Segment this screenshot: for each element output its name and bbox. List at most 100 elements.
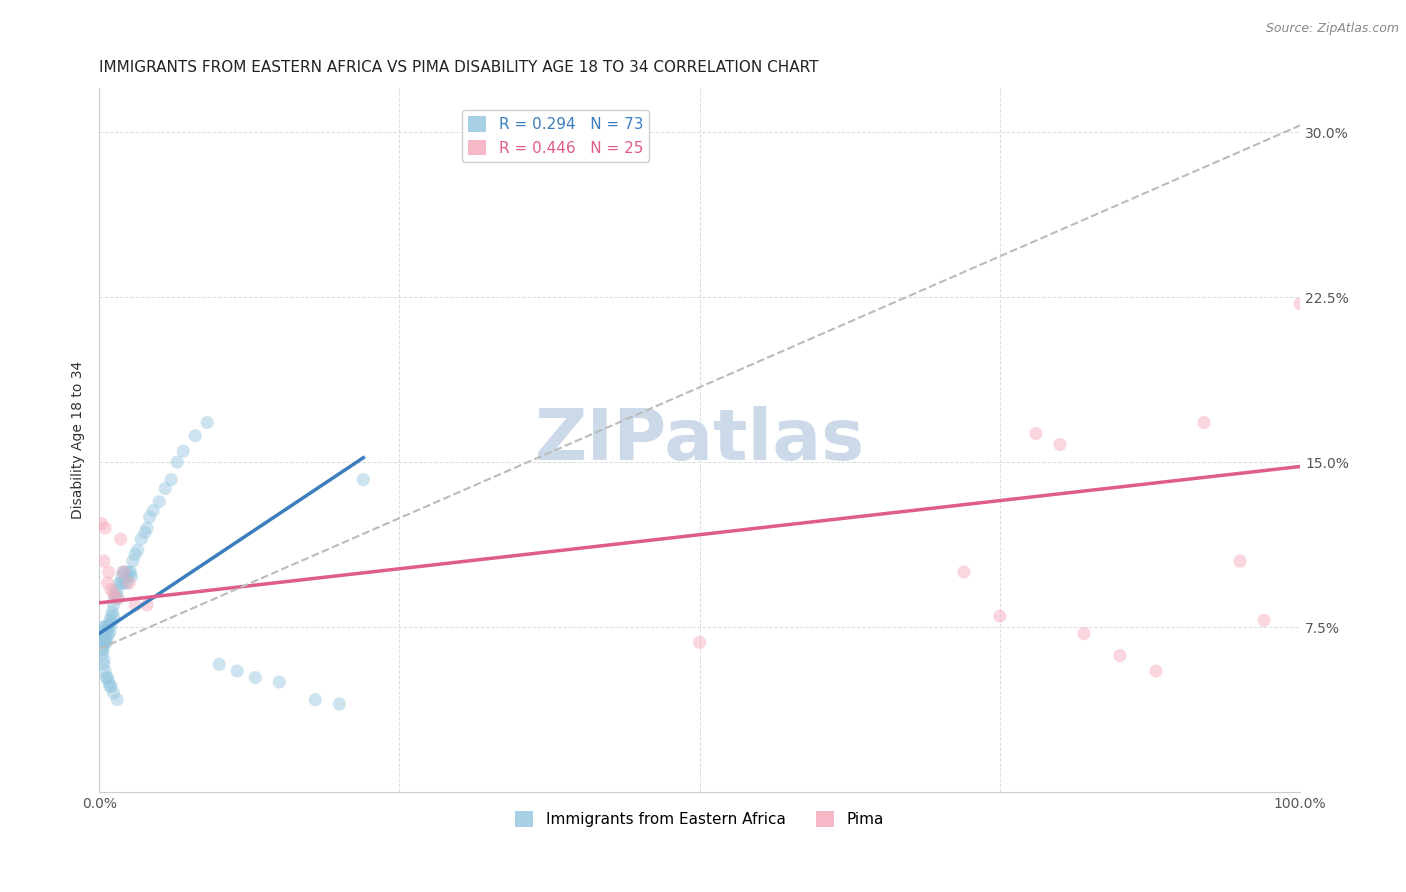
Point	[100, 680, 122, 694]
Point	[115, 576, 138, 591]
Point	[89, 624, 111, 639]
Point	[94, 620, 117, 634]
Point	[112, 576, 135, 591]
Point	[96, 620, 118, 634]
Point	[689, 635, 711, 649]
Point	[245, 671, 267, 685]
Point	[184, 428, 207, 442]
Point	[93, 554, 115, 568]
Point	[96, 635, 118, 649]
Point	[91, 626, 114, 640]
Point	[111, 569, 134, 583]
Point	[91, 620, 114, 634]
Text: IMMIGRANTS FROM EASTERN AFRICA VS PIMA DISABILITY AGE 18 TO 34 CORRELATION CHART: IMMIGRANTS FROM EASTERN AFRICA VS PIMA D…	[100, 60, 818, 75]
Point	[112, 565, 135, 579]
Point	[1025, 426, 1047, 441]
Point	[108, 576, 131, 591]
Point	[97, 626, 120, 640]
Point	[117, 569, 139, 583]
Point	[107, 591, 129, 606]
Point	[91, 642, 114, 657]
Point	[94, 521, 117, 535]
Point	[195, 416, 218, 430]
Point	[105, 692, 128, 706]
Point	[91, 647, 114, 661]
Point	[96, 671, 118, 685]
Point	[142, 503, 165, 517]
Point	[93, 657, 115, 672]
Point	[93, 635, 115, 649]
Point	[101, 605, 124, 619]
Point	[120, 565, 142, 579]
Point	[136, 521, 159, 535]
Point	[100, 582, 122, 597]
Point	[96, 576, 118, 591]
Point	[98, 680, 121, 694]
Legend: Immigrants from Eastern Africa, Pima: Immigrants from Eastern Africa, Pima	[509, 805, 890, 834]
Point	[304, 692, 326, 706]
Point	[90, 631, 112, 645]
Point	[114, 565, 136, 579]
Point	[129, 532, 152, 546]
Point	[112, 565, 135, 579]
Point	[352, 473, 374, 487]
Point	[208, 657, 231, 672]
Point	[118, 565, 141, 579]
Point	[110, 576, 132, 591]
Point	[90, 516, 112, 531]
Text: Source: ZipAtlas.com: Source: ZipAtlas.com	[1265, 22, 1399, 36]
Point	[97, 617, 120, 632]
Point	[172, 444, 194, 458]
Point	[953, 565, 976, 579]
Point	[100, 609, 122, 624]
Point	[1109, 648, 1132, 663]
Point	[121, 569, 143, 583]
Point	[97, 675, 120, 690]
Point	[148, 494, 170, 508]
Point	[96, 671, 118, 685]
Point	[94, 664, 117, 678]
Point	[328, 697, 350, 711]
Point	[127, 543, 149, 558]
Point	[94, 631, 117, 645]
Point	[153, 482, 176, 496]
Point	[134, 525, 156, 540]
Point	[138, 510, 160, 524]
Point	[166, 455, 188, 469]
Point	[1253, 614, 1275, 628]
Point	[96, 624, 118, 639]
Point	[94, 635, 117, 649]
Point	[160, 473, 183, 487]
Point	[93, 653, 115, 667]
Point	[105, 591, 128, 606]
Point	[98, 614, 121, 628]
Text: ZIPatlas: ZIPatlas	[534, 406, 865, 475]
Point	[91, 642, 114, 657]
Point	[103, 686, 125, 700]
Point	[103, 598, 125, 612]
Point	[124, 598, 146, 612]
Point	[103, 609, 125, 624]
Point	[988, 609, 1011, 624]
Point	[104, 587, 127, 601]
Point	[110, 532, 132, 546]
Point	[105, 582, 128, 597]
Point	[124, 548, 146, 562]
Y-axis label: Disability Age 18 to 34: Disability Age 18 to 34	[72, 361, 86, 519]
Point	[1229, 554, 1251, 568]
Point	[1073, 626, 1095, 640]
Point	[121, 554, 143, 568]
Point	[93, 626, 115, 640]
Point	[100, 617, 122, 632]
Point	[1192, 416, 1215, 430]
Point	[103, 587, 125, 601]
Point	[90, 635, 112, 649]
Point	[96, 631, 118, 645]
Point	[104, 591, 127, 606]
Point	[118, 576, 141, 591]
Point	[226, 664, 249, 678]
Point	[1049, 437, 1071, 451]
Point	[97, 565, 120, 579]
Point	[1289, 297, 1312, 311]
Point	[136, 598, 159, 612]
